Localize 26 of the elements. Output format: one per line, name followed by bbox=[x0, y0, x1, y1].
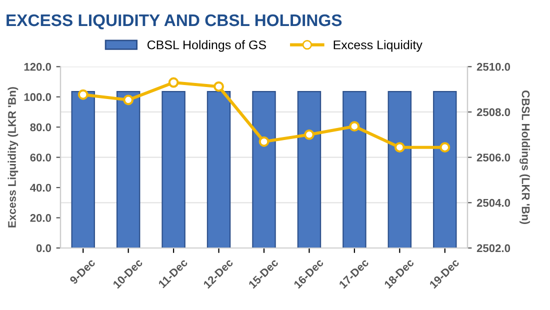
y2-tick-label: 2502.0 bbox=[476, 244, 510, 252]
y2-axis-title: CBSL Holdings (LKR 'Bn) bbox=[520, 90, 530, 224]
point bbox=[394, 142, 405, 153]
y2-tick-label: 2506.0 bbox=[476, 154, 510, 162]
point bbox=[214, 81, 224, 92]
point bbox=[258, 136, 270, 147]
legend-label: CBSL Holdings of GS bbox=[147, 40, 266, 52]
point bbox=[123, 94, 134, 106]
y-tick-label: 100.0 bbox=[24, 93, 52, 102]
y2-tick-label: 2510.0 bbox=[476, 62, 510, 71]
point bbox=[168, 77, 179, 88]
legend-label: Excess Liquidity bbox=[334, 40, 422, 52]
y2-tick-label: 2504.0 bbox=[476, 198, 510, 207]
y-axis-title: Excess Liquidity (LKR 'Bn) bbox=[8, 87, 18, 228]
chart-title: EXCESS LIQUIDITY AND CBSL HOLDINGS bbox=[6, 14, 342, 30]
y-tick-label: 0.0 bbox=[36, 244, 52, 252]
point bbox=[78, 89, 88, 100]
y-tick-label: 80.0 bbox=[30, 123, 52, 132]
y-tick-label: 60.0 bbox=[30, 154, 52, 162]
point bbox=[304, 129, 314, 140]
y-tick-label: 120.0 bbox=[24, 62, 52, 71]
y-tick-label: 40.0 bbox=[30, 184, 52, 192]
point bbox=[440, 142, 450, 153]
y-tick-label: 20.0 bbox=[30, 214, 52, 222]
point bbox=[349, 121, 360, 132]
y2-tick-label: 2508.0 bbox=[476, 108, 510, 116]
